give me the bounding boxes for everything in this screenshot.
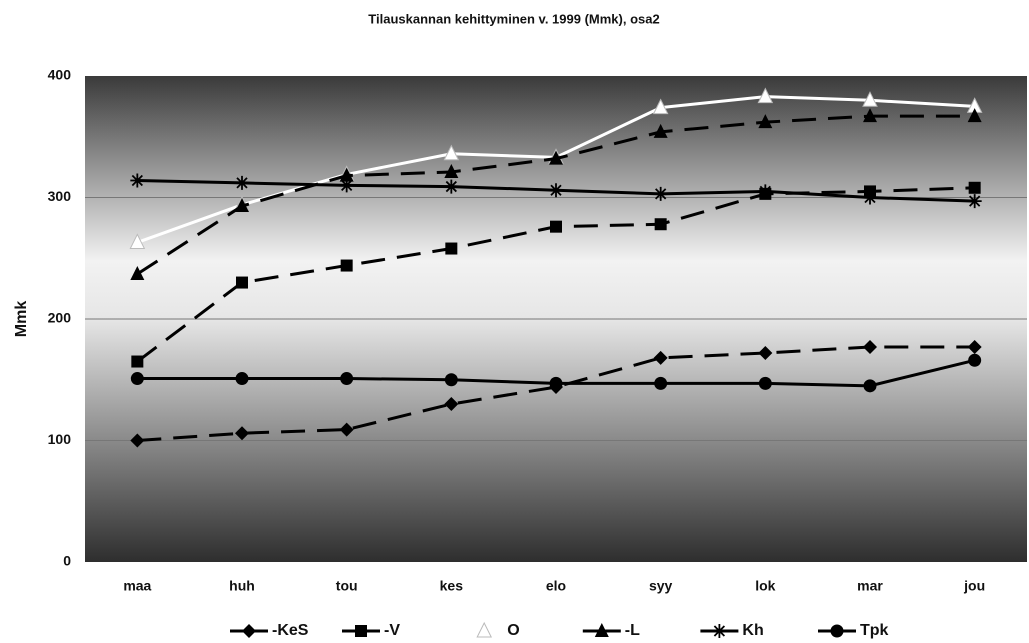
marker — [654, 376, 668, 390]
marker — [652, 98, 669, 115]
marker — [653, 123, 668, 138]
x-tick-label: mar — [857, 578, 883, 594]
marker — [967, 339, 982, 354]
x-tick-label: tou — [336, 578, 358, 594]
x-tick-label: jou — [963, 578, 985, 594]
marker — [235, 198, 249, 213]
marker — [130, 173, 145, 188]
legend-item: -KeS — [230, 622, 309, 639]
legend-label: Kh — [742, 622, 763, 639]
marker — [654, 218, 667, 231]
marker — [712, 624, 727, 638]
marker — [444, 163, 459, 178]
y-tick-label: 0 — [63, 553, 71, 569]
x-tick-label: lok — [755, 578, 775, 594]
marker — [130, 433, 145, 448]
marker — [758, 346, 773, 361]
marker — [549, 150, 563, 165]
marker — [236, 276, 248, 289]
marker — [653, 350, 668, 365]
marker — [235, 175, 249, 190]
legend-item: Tpk — [818, 622, 889, 639]
marker — [444, 397, 459, 412]
marker — [967, 108, 982, 123]
legend-label: O — [507, 622, 519, 639]
marker — [830, 624, 844, 638]
marker — [549, 376, 563, 390]
marker — [339, 178, 354, 193]
x-tick-label: maa — [123, 578, 151, 594]
marker — [339, 422, 354, 437]
marker — [476, 621, 493, 638]
marker — [242, 624, 256, 638]
series-line — [137, 345, 975, 442]
marker — [129, 233, 146, 249]
marker — [757, 87, 774, 104]
marker — [130, 266, 145, 281]
legend-item: -L — [582, 622, 640, 639]
legend-label: -L — [625, 622, 640, 639]
marker — [863, 190, 877, 205]
marker — [339, 167, 354, 182]
marker — [862, 91, 878, 107]
marker — [758, 184, 773, 199]
marker — [444, 179, 459, 194]
y-tick-label: 200 — [48, 310, 72, 326]
chart-title: Tilauskannan kehittyminen v. 1999 (Mmk),… — [368, 11, 659, 26]
marker — [653, 186, 668, 201]
legend-item: Kh — [700, 622, 764, 639]
marker — [130, 372, 144, 386]
marker — [863, 379, 877, 393]
marker — [444, 373, 458, 387]
marker — [550, 220, 562, 233]
marker — [235, 372, 249, 386]
legend-item: O — [465, 621, 520, 639]
marker — [968, 181, 981, 194]
marker — [131, 355, 144, 368]
y-axis-label: Mmk — [13, 301, 30, 338]
marker — [445, 242, 458, 255]
y-tick-label: 400 — [48, 67, 72, 83]
marker — [549, 183, 563, 198]
x-tick-label: syy — [649, 578, 673, 594]
marker — [863, 339, 877, 354]
marker — [594, 623, 609, 637]
marker — [968, 353, 982, 367]
legend-item: -V — [342, 622, 400, 639]
marker — [340, 372, 354, 386]
legend-label: -V — [384, 622, 400, 639]
marker — [355, 625, 367, 637]
y-tick-label: 100 — [48, 431, 72, 447]
y-tick-label: 300 — [48, 188, 72, 204]
x-tick-label: kes — [440, 578, 464, 594]
marker — [758, 114, 773, 129]
x-tick-label: elo — [546, 578, 566, 594]
marker — [340, 259, 353, 272]
marker — [967, 194, 982, 209]
legend-label: -KeS — [272, 622, 309, 639]
marker — [758, 376, 772, 390]
marker — [863, 108, 877, 123]
marker — [443, 144, 460, 161]
legend-label: Tpk — [860, 622, 889, 639]
marker — [235, 426, 249, 441]
x-tick-label: huh — [229, 578, 255, 594]
